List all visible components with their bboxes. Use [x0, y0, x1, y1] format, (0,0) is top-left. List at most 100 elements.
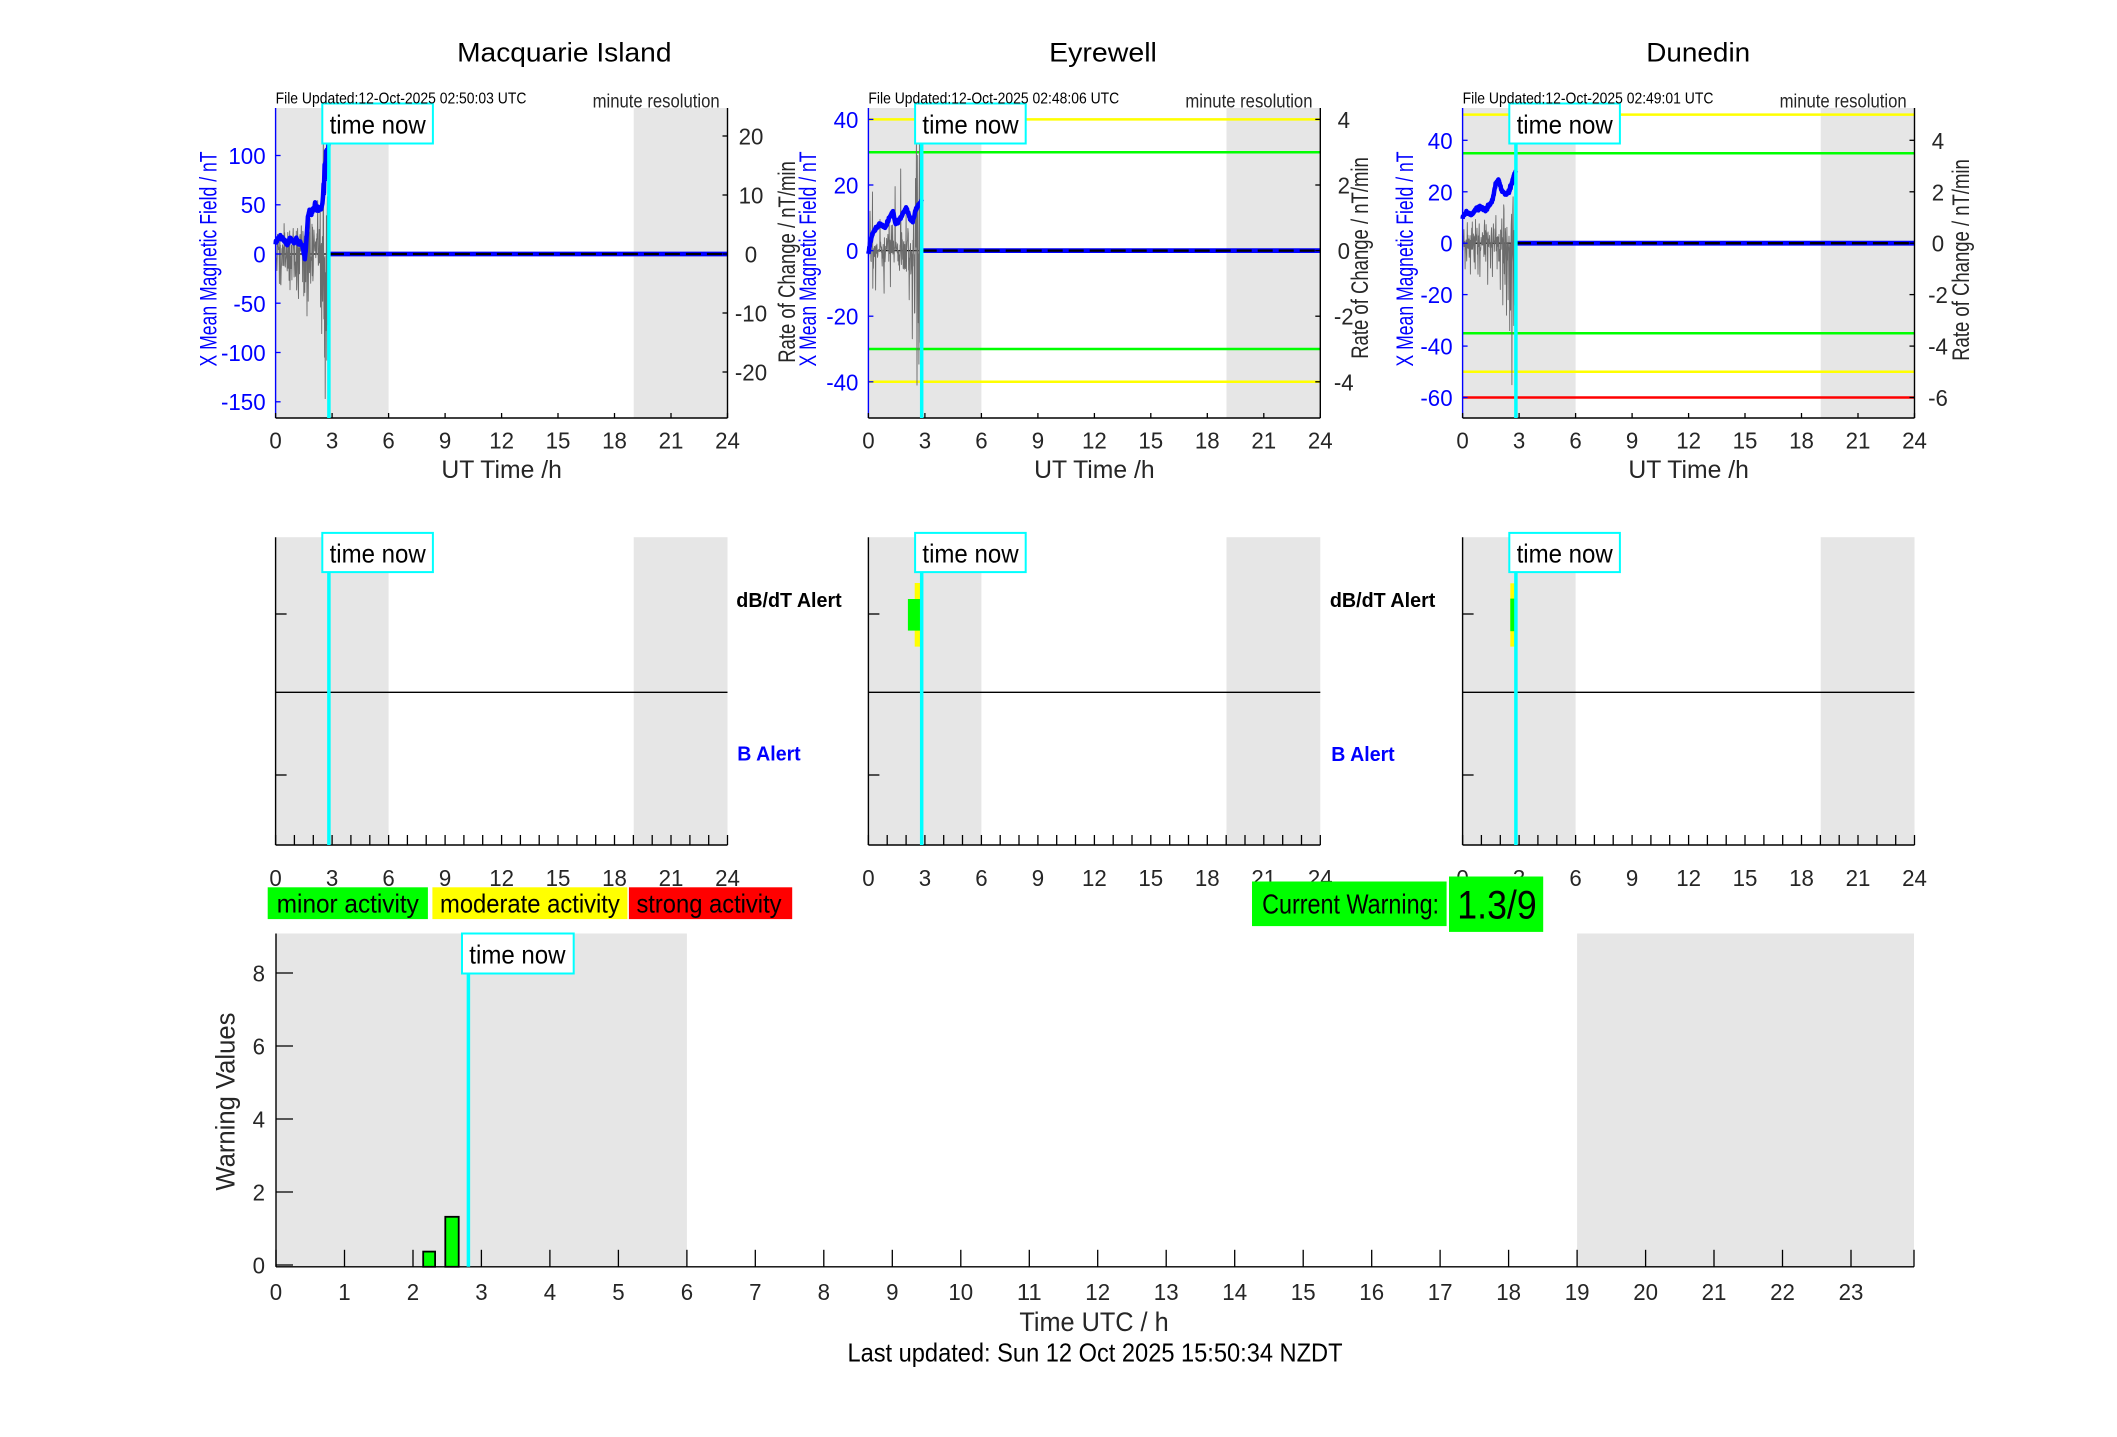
svg-text:20: 20	[739, 124, 764, 150]
svg-text:time now: time now	[922, 538, 1018, 568]
svg-text:-40: -40	[826, 369, 858, 395]
svg-text:B Alert: B Alert	[737, 744, 801, 766]
svg-text:minute resolution: minute resolution	[1185, 92, 1312, 113]
svg-text:dB/dT Alert: dB/dT Alert	[1330, 590, 1436, 612]
svg-text:18: 18	[1195, 865, 1220, 891]
svg-text:24: 24	[715, 865, 740, 891]
svg-text:3: 3	[475, 1279, 487, 1305]
svg-text:0: 0	[1932, 231, 1944, 257]
svg-text:2: 2	[1338, 173, 1350, 199]
svg-text:20: 20	[834, 173, 859, 199]
svg-text:15: 15	[546, 428, 571, 454]
svg-text:22: 22	[1770, 1279, 1795, 1305]
svg-text:time now: time now	[1517, 110, 1613, 140]
svg-text:0: 0	[1338, 238, 1350, 264]
svg-text:-2: -2	[1928, 282, 1948, 308]
svg-text:-40: -40	[1420, 334, 1452, 360]
svg-text:24: 24	[1902, 865, 1927, 891]
svg-text:3: 3	[326, 428, 338, 454]
svg-text:6: 6	[253, 1034, 265, 1060]
svg-text:4: 4	[1338, 107, 1351, 133]
svg-text:-100: -100	[221, 340, 266, 366]
svg-text:15: 15	[546, 865, 571, 891]
svg-text:-4: -4	[1334, 369, 1354, 395]
svg-text:X Mean Magnetic Field / nT: X Mean Magnetic Field / nT	[795, 151, 822, 366]
svg-text:9: 9	[439, 428, 451, 454]
svg-text:100: 100	[228, 143, 265, 169]
svg-text:15: 15	[1291, 1279, 1316, 1305]
svg-text:13: 13	[1154, 1279, 1179, 1305]
svg-text:6: 6	[382, 428, 394, 454]
svg-text:6: 6	[382, 865, 394, 891]
svg-text:-2: -2	[1334, 304, 1354, 330]
svg-text:Rate of Change / nT/min: Rate of Change / nT/min	[1347, 157, 1374, 359]
svg-text:-60: -60	[1420, 385, 1452, 411]
svg-text:-20: -20	[826, 304, 858, 330]
svg-text:0: 0	[1456, 428, 1468, 454]
svg-text:18: 18	[602, 865, 627, 891]
svg-text:5: 5	[612, 1279, 624, 1305]
svg-text:21: 21	[659, 865, 684, 891]
svg-text:18: 18	[1496, 1279, 1521, 1305]
svg-text:strong activity: strong activity	[636, 889, 781, 919]
svg-text:File Updated:12-Oct-2025 02:49: File Updated:12-Oct-2025 02:49:01 UTC	[1463, 90, 1714, 107]
svg-text:6: 6	[1569, 865, 1581, 891]
svg-text:10: 10	[948, 1279, 973, 1305]
svg-text:Last updated: Sun 12 Oct 2025: Last updated: Sun 12 Oct 2025 15:50:34 N…	[847, 1338, 1342, 1368]
svg-text:6: 6	[681, 1279, 693, 1305]
svg-text:24: 24	[715, 428, 740, 454]
svg-text:24: 24	[1902, 428, 1927, 454]
svg-text:3: 3	[919, 428, 931, 454]
svg-text:18: 18	[602, 428, 627, 454]
svg-text:6: 6	[975, 865, 987, 891]
svg-text:9: 9	[439, 865, 451, 891]
svg-text:8: 8	[818, 1279, 830, 1305]
svg-text:12: 12	[1082, 428, 1107, 454]
svg-text:Current Warning:: Current Warning:	[1262, 889, 1439, 920]
svg-text:X Mean Magnetic Field / nT: X Mean Magnetic Field / nT	[196, 151, 223, 366]
svg-text:1.3/9: 1.3/9	[1457, 884, 1536, 928]
svg-text:17: 17	[1428, 1279, 1453, 1305]
svg-text:File Updated:12-Oct-2025 02:48: File Updated:12-Oct-2025 02:48:06 UTC	[868, 90, 1119, 107]
svg-text:9: 9	[1032, 428, 1044, 454]
svg-text:time now: time now	[330, 538, 426, 568]
svg-text:Warning Values: Warning Values	[211, 1013, 241, 1191]
svg-text:24: 24	[1308, 428, 1333, 454]
svg-text:minute resolution: minute resolution	[593, 92, 720, 113]
svg-text:Rate of Change / nT/min: Rate of Change / nT/min	[1948, 159, 1975, 361]
svg-text:18: 18	[1789, 428, 1814, 454]
svg-text:18: 18	[1789, 865, 1814, 891]
svg-text:-50: -50	[233, 291, 265, 317]
svg-text:15: 15	[1733, 428, 1758, 454]
svg-text:-20: -20	[735, 360, 767, 386]
svg-text:6: 6	[1569, 428, 1581, 454]
svg-text:15: 15	[1138, 428, 1163, 454]
svg-text:21: 21	[1702, 1279, 1727, 1305]
svg-text:-150: -150	[221, 389, 266, 415]
svg-text:9: 9	[1032, 865, 1044, 891]
svg-text:3: 3	[919, 865, 931, 891]
svg-text:21: 21	[659, 428, 684, 454]
svg-text:dB/dT Alert: dB/dT Alert	[736, 590, 842, 612]
svg-text:18: 18	[1195, 428, 1220, 454]
svg-text:21: 21	[1846, 428, 1871, 454]
svg-text:moderate activity: moderate activity	[440, 889, 620, 919]
svg-text:8: 8	[253, 961, 265, 987]
svg-text:B Alert: B Alert	[1331, 744, 1395, 766]
svg-text:40: 40	[834, 107, 859, 133]
svg-text:3: 3	[326, 865, 338, 891]
svg-text:time now: time now	[922, 110, 1018, 140]
svg-text:time now: time now	[1517, 538, 1613, 568]
svg-text:UT Time /h: UT Time /h	[1628, 456, 1749, 484]
svg-text:Time UTC / h: Time UTC / h	[1019, 1307, 1168, 1337]
svg-text:23: 23	[1839, 1279, 1864, 1305]
svg-text:2: 2	[407, 1279, 419, 1305]
svg-text:4: 4	[1932, 128, 1945, 154]
svg-text:12: 12	[1082, 865, 1107, 891]
svg-text:-10: -10	[735, 301, 767, 327]
svg-text:9: 9	[1626, 428, 1638, 454]
svg-text:-4: -4	[1928, 334, 1948, 360]
svg-text:time now: time now	[330, 110, 426, 140]
svg-text:minor activity: minor activity	[277, 889, 419, 919]
svg-text:2: 2	[253, 1180, 265, 1206]
